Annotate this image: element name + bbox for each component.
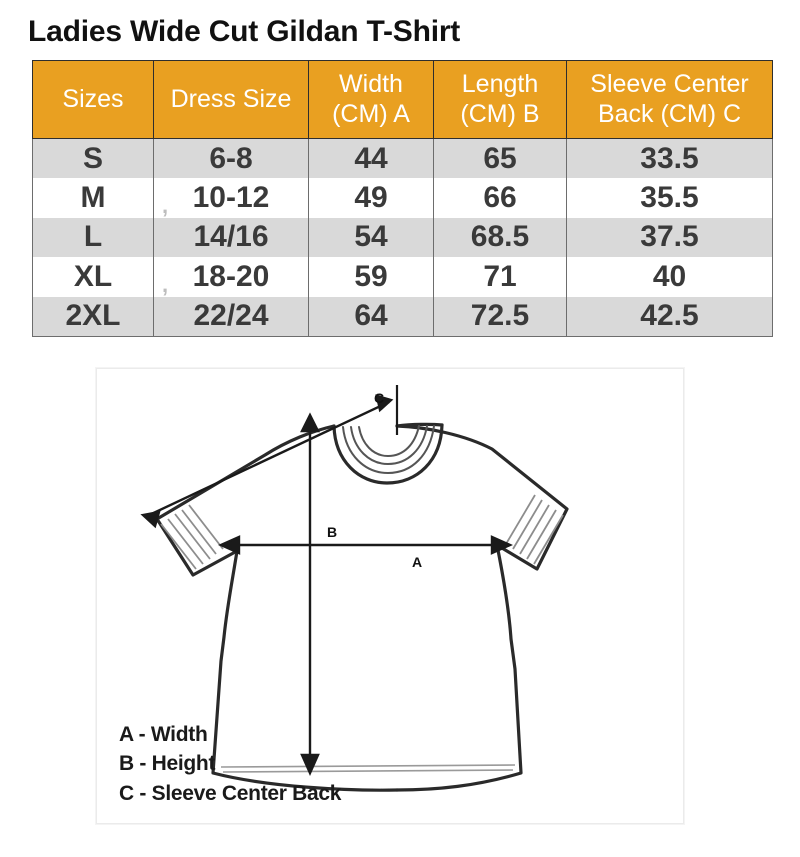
- column-header-sizes-line1: Sizes: [62, 84, 124, 113]
- column-header-length-line1: Length: [461, 70, 539, 98]
- column-header-width-line2: (CM) A: [332, 99, 410, 128]
- cell-width: 59: [308, 257, 434, 297]
- size-chart-table: Sizes Dress Size Width (CM) A Length (CM…: [32, 60, 773, 337]
- size-chart-table-container: Sizes Dress Size Width (CM) A Length (CM…: [32, 60, 773, 337]
- cell-size: S: [32, 138, 154, 178]
- hem-band-icon: [220, 764, 516, 773]
- table-body: S 6-8 44 65 33.5 M , 10-12 49 66 35.5 L …: [32, 138, 773, 337]
- column-header-length: Length (CM) B: [433, 60, 567, 139]
- cell-length: 65: [433, 138, 567, 178]
- cell-sleeve: 33.5: [566, 138, 773, 178]
- legend-item-a: A - Width: [119, 722, 208, 746]
- cell-dress-size: 6-8: [153, 138, 309, 178]
- legend-item-c: C - Sleeve Center Back: [119, 782, 342, 806]
- measurement-line-b: [300, 412, 320, 776]
- column-header-length-line2: (CM) B: [460, 99, 540, 128]
- measurement-line-a: [218, 535, 513, 555]
- column-header-width: Width (CM) A: [308, 60, 434, 139]
- measurement-line-c: [140, 385, 399, 529]
- scan-artifact-comma: ,: [162, 271, 169, 297]
- measurement-diagram-panel: C B A A - Width B - Height C - Sleeve Ce…: [96, 368, 684, 824]
- column-header-sleeve-line1: Sleeve Center: [590, 70, 749, 98]
- cell-width: 54: [308, 217, 434, 257]
- column-header-dress-size-line1: Dress Size: [170, 84, 292, 113]
- diagram-legend: A - Width B - Height C - Sleeve Center B…: [119, 720, 341, 809]
- table-row: M , 10-12 49 66 35.5: [32, 178, 773, 218]
- cell-length: 71: [433, 257, 567, 297]
- column-header-width-line1: Width: [339, 70, 403, 98]
- column-header-dress-size: Dress Size: [153, 60, 309, 139]
- right-cuff-hatching-icon: [505, 494, 564, 565]
- table-row: S 6-8 44 65 33.5: [32, 138, 773, 178]
- page-title: Ladies Wide Cut Gildan T-Shirt: [28, 15, 461, 48]
- cell-dress-size: 22/24: [153, 296, 309, 337]
- cell-dress-size-value: 18-20: [192, 259, 270, 293]
- cell-size: M: [32, 178, 154, 218]
- legend-item-b: B - Height: [119, 752, 216, 776]
- cell-sleeve: 42.5: [566, 296, 773, 337]
- cell-length: 72.5: [433, 296, 567, 337]
- cell-size: 2XL: [32, 296, 154, 337]
- cell-sleeve: 40: [566, 257, 773, 297]
- column-header-sleeve-line2: Back (CM) C: [597, 99, 742, 128]
- cell-sleeve: 37.5: [566, 217, 773, 257]
- measurement-label-b: B: [327, 524, 337, 540]
- cell-width: 49: [308, 178, 434, 218]
- cell-sleeve: 35.5: [566, 178, 773, 218]
- table-row: XL , 18-20 59 71 40: [32, 257, 773, 297]
- left-cuff-hatching-icon: [160, 504, 224, 570]
- table-header: Sizes Dress Size Width (CM) A Length (CM…: [32, 60, 773, 139]
- cell-dress-size: 14/16: [153, 217, 309, 257]
- cell-dress-size-value: 10-12: [192, 180, 270, 214]
- measurement-label-c: C: [374, 390, 384, 406]
- column-header-sleeve-center-back: Sleeve Center Back (CM) C: [566, 60, 773, 139]
- cell-width: 44: [308, 138, 434, 178]
- cell-length: 68.5: [433, 217, 567, 257]
- tshirt-diagram-svg: C B A: [140, 385, 569, 792]
- cell-dress-size: , 18-20: [153, 257, 309, 297]
- measurement-label-a: A: [412, 554, 422, 570]
- cell-size: L: [32, 217, 154, 257]
- tshirt-outline-icon: [155, 422, 569, 792]
- cell-width: 64: [308, 296, 434, 337]
- cell-length: 66: [433, 178, 567, 218]
- scan-artifact-comma: ,: [162, 192, 169, 218]
- table-row: L 14/16 54 68.5 37.5: [32, 217, 773, 257]
- cell-dress-size: , 10-12: [153, 178, 309, 218]
- neckline-ribbing-icon: [342, 425, 435, 475]
- cell-size: XL: [32, 257, 154, 297]
- table-row: 2XL 22/24 64 72.5 42.5: [32, 296, 773, 337]
- table-header-row: Sizes Dress Size Width (CM) A Length (CM…: [32, 60, 773, 139]
- column-header-sizes: Sizes: [32, 60, 154, 139]
